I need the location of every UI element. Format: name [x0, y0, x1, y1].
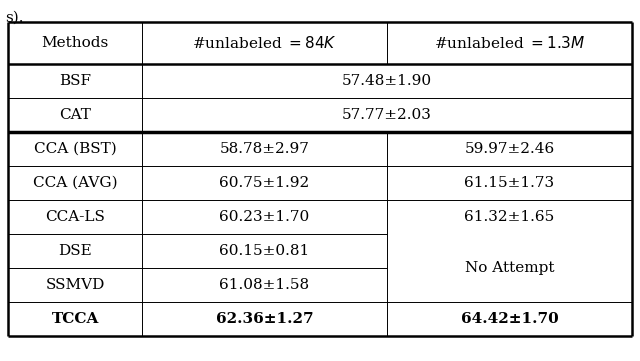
- Text: s).: s).: [5, 11, 24, 25]
- Text: SSMVD: SSMVD: [45, 278, 105, 292]
- Text: 60.15±0.81: 60.15±0.81: [220, 244, 310, 258]
- Text: BSF: BSF: [59, 74, 91, 88]
- Text: #unlabeled $= 84K$: #unlabeled $= 84K$: [192, 35, 337, 51]
- Text: No Attempt: No Attempt: [465, 261, 554, 275]
- Text: 60.75±1.92: 60.75±1.92: [220, 176, 310, 190]
- Text: Methods: Methods: [42, 36, 109, 50]
- Text: 61.32±1.65: 61.32±1.65: [464, 210, 554, 224]
- Text: DSE: DSE: [58, 244, 92, 258]
- Text: CCA-LS: CCA-LS: [45, 210, 105, 224]
- Text: 57.77±2.03: 57.77±2.03: [342, 108, 432, 122]
- Text: CAT: CAT: [59, 108, 91, 122]
- Text: 64.42±1.70: 64.42±1.70: [461, 312, 558, 326]
- Text: #unlabeled $= 1.3M$: #unlabeled $= 1.3M$: [434, 35, 585, 51]
- Text: 61.15±1.73: 61.15±1.73: [465, 176, 554, 190]
- Text: TCCA: TCCA: [51, 312, 99, 326]
- Text: 58.78±2.97: 58.78±2.97: [220, 142, 309, 156]
- Text: 60.23±1.70: 60.23±1.70: [220, 210, 310, 224]
- Text: 57.48±1.90: 57.48±1.90: [342, 74, 432, 88]
- Text: 59.97±2.46: 59.97±2.46: [464, 142, 554, 156]
- Text: CCA (BST): CCA (BST): [34, 142, 116, 156]
- Text: 62.36±1.27: 62.36±1.27: [216, 312, 313, 326]
- Text: CCA (AVG): CCA (AVG): [33, 176, 117, 190]
- Text: 61.08±1.58: 61.08±1.58: [220, 278, 310, 292]
